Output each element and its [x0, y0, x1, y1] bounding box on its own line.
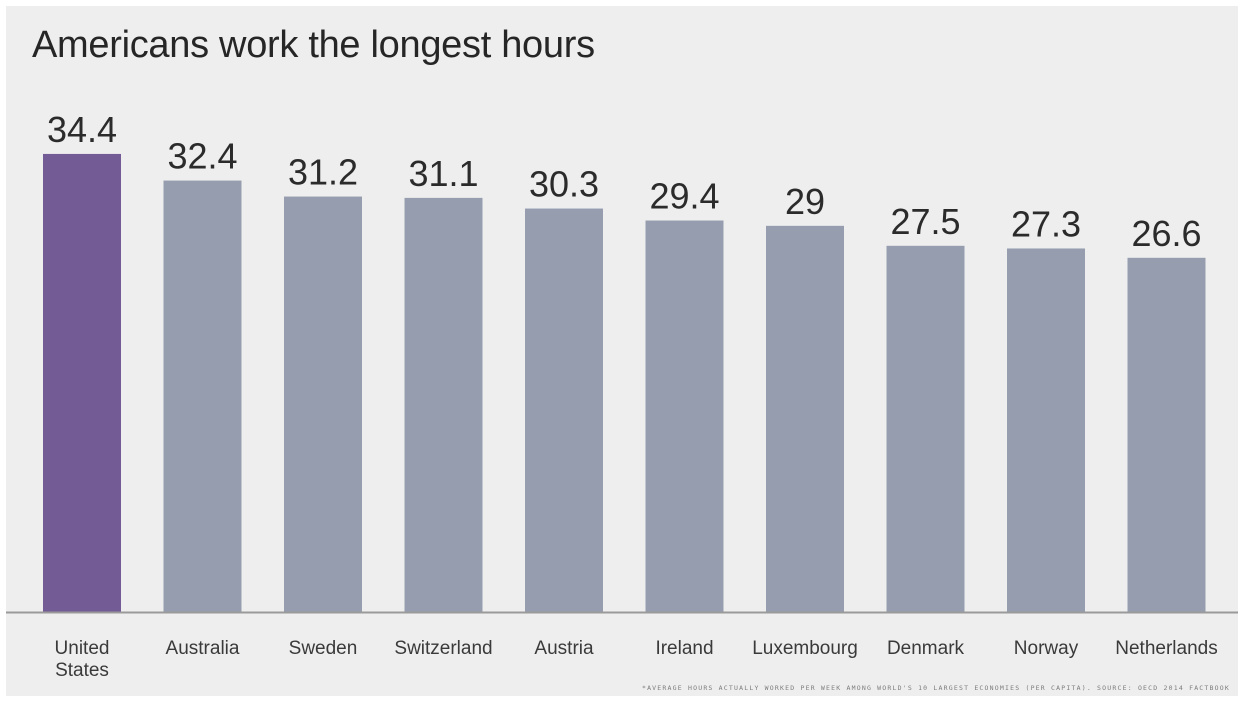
value-label: 34.4 [47, 109, 117, 150]
value-label: 30.3 [529, 164, 599, 205]
category-label: Sweden [289, 638, 358, 659]
category-label: Luxembourg [752, 638, 858, 659]
category-label: Australia [166, 638, 240, 659]
category-label: Austria [534, 638, 594, 659]
category-label: Ireland [655, 638, 713, 659]
value-label: 31.2 [288, 152, 358, 193]
chart-title: Americans work the longest hours [32, 24, 595, 66]
category-label: Norway [1014, 638, 1079, 659]
bar-austria [525, 208, 603, 612]
bar-sweden [284, 196, 362, 612]
source-note: *AVERAGE HOURS ACTUALLY WORKED PER WEEK … [641, 684, 1230, 692]
bar-denmark [886, 245, 965, 612]
value-label: 27.5 [890, 201, 960, 242]
bar-australia [163, 180, 242, 612]
category-label: Switzerland [394, 638, 492, 659]
value-label: 27.3 [1011, 203, 1081, 244]
bar-netherlands [1127, 257, 1206, 612]
bar-norway [1007, 248, 1085, 612]
bar-united-states [43, 153, 121, 613]
category-label: Denmark [887, 638, 965, 659]
bar-ireland [645, 220, 724, 612]
bar-luxembourg [766, 225, 844, 612]
value-label: 29 [785, 181, 825, 222]
value-label: 26.6 [1131, 213, 1201, 254]
value-label: 31.1 [408, 153, 478, 194]
chart-container: Americans work the longest hours 34.4 Uni… [6, 6, 1238, 696]
category-label: United States [55, 638, 110, 681]
bar-chart: 34.4 United States 32.4 Australia 31.2 Sweden 3… [6, 109, 1238, 681]
bar-switzerland [404, 197, 483, 612]
category-label: Netherlands [1115, 638, 1217, 659]
value-label: 32.4 [167, 136, 237, 177]
value-label: 29.4 [649, 176, 719, 217]
